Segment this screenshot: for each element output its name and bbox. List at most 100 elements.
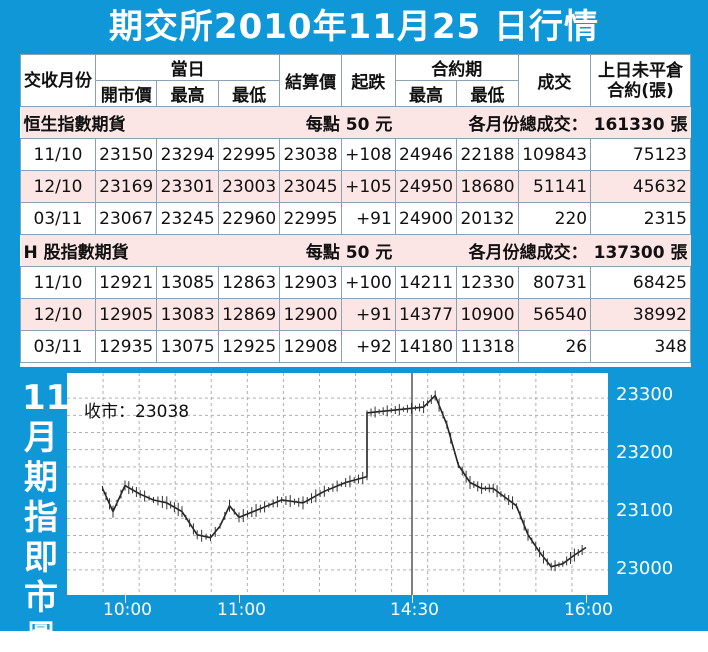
side-title-char: 期 [24, 458, 58, 498]
cell-c-high: 24950 [394, 170, 458, 203]
cell-open: 23067 [94, 202, 158, 235]
side-title-char: 指 [24, 498, 58, 538]
y-axis-labels: 23000 23100 23200 23300 [616, 373, 706, 595]
cell-c-high: 14211 [394, 266, 458, 299]
cell-oi: 45632 [590, 170, 691, 203]
cell-open: 12921 [94, 266, 158, 299]
cell-c-low: 20132 [456, 202, 519, 235]
cell-c-low: 18680 [456, 170, 519, 203]
chart-side-title: 11 月期指即市圖 [22, 378, 70, 652]
header-open: 開市價 [94, 80, 158, 107]
cell-settle: 12903 [279, 266, 342, 299]
cell-high: 13083 [156, 298, 219, 331]
section-unit: 每點 50 元 [279, 234, 396, 267]
table-row: 03/11 12935 13075 12925 12908 +92 14180 11318 26… [20, 330, 691, 363]
cell-c-low: 10900 [456, 298, 519, 331]
cell-c-low: 22188 [456, 138, 519, 171]
cell-low: 12925 [217, 330, 281, 363]
y-tick-label: 23300 [616, 383, 674, 405]
cell-change: +91 [340, 202, 396, 235]
header-contract-group: 合約期 [394, 54, 519, 81]
cell-c-high: 24946 [394, 138, 458, 171]
cell-change: +92 [340, 330, 396, 363]
cell-low: 22960 [217, 202, 281, 235]
section-total-label: 各月份總成交： [395, 106, 591, 139]
cell-high: 23294 [156, 138, 219, 171]
header-volume: 成交 [517, 54, 592, 107]
cell-open: 23150 [94, 138, 158, 171]
cell-high: 13075 [156, 330, 219, 363]
cell-volume: 80731 [517, 266, 592, 299]
section-row: 恒生指數期貨 每點 50 元各月份總成交： 161330 張 [20, 106, 691, 139]
cell-change: +100 [340, 266, 396, 299]
header-open-interest: 上日未平倉合約(張) [590, 54, 691, 107]
section-total: 161330 張 [590, 106, 691, 139]
cell-oi: 2315 [590, 202, 691, 235]
cell-high: 23245 [156, 202, 219, 235]
cell-month: 03/11 [20, 330, 96, 363]
x-tick-label: 16:00 [564, 600, 613, 620]
cell-month: 11/10 [20, 138, 96, 171]
cell-high: 23301 [156, 170, 219, 203]
x-tick-mark [125, 595, 126, 603]
cell-change: +108 [340, 138, 396, 171]
y-tick-label: 23200 [616, 441, 674, 463]
cell-c-low: 12330 [456, 266, 519, 299]
header-low: 最低 [217, 80, 281, 107]
table-row: 03/11 23067 23245 22960 22995 +91 24900 20132 22… [20, 202, 691, 235]
x-tick-mark [586, 595, 587, 603]
cell-change: +105 [340, 170, 396, 203]
cell-c-high: 24900 [394, 202, 458, 235]
futures-table: 交收月份 當日 結算價 起跌 合約期 成交 上日未平倉合約(張) 開市價 最高 … [20, 54, 691, 367]
header-contract-high: 最高 [394, 80, 458, 107]
side-title-char: 即 [24, 538, 58, 578]
cell-volume: 56540 [517, 298, 592, 331]
cell-c-low: 11318 [456, 330, 519, 363]
header-high: 最高 [156, 80, 219, 107]
cell-month: 12/10 [20, 298, 96, 331]
side-title-char: 11 [22, 378, 70, 418]
cell-open: 12935 [94, 330, 158, 363]
intraday-chart: 收市：23038 [67, 373, 608, 595]
header-contract-low: 最低 [456, 80, 519, 107]
header-change: 起跌 [340, 54, 396, 107]
cell-month: 11/10 [20, 266, 96, 299]
side-title-char: 月 [24, 418, 58, 458]
section-unit: 每點 50 元 [279, 106, 396, 139]
cell-volume: 109843 [517, 138, 592, 171]
table-body: 恒生指數期貨 每點 50 元各月份總成交： 161330 張 11/10 23150 23… [20, 106, 691, 363]
cell-volume: 220 [517, 202, 592, 235]
table-row: 11/10 12921 13085 12863 12903 +100 14211 12330 8… [20, 266, 691, 299]
cell-change: +91 [340, 298, 396, 331]
cell-month: 12/10 [20, 170, 96, 203]
page-title: 期交所2010年11月25 日行情 [108, 7, 600, 47]
cell-month: 03/11 [20, 202, 96, 235]
x-tick-label: 11:00 [217, 600, 266, 620]
section-total: 137300 張 [590, 234, 691, 267]
cell-high: 13085 [156, 266, 219, 299]
x-tick-label: 10:00 [103, 600, 152, 620]
cell-c-high: 14180 [394, 330, 458, 363]
cell-open: 12905 [94, 298, 158, 331]
table-row: 12/10 12905 13083 12869 12900 +91 14377 10900 56… [20, 298, 691, 331]
header-month: 交收月份 [20, 54, 96, 107]
section-name: H 股指數期貨 [20, 234, 280, 267]
cell-settle: 23038 [279, 138, 342, 171]
y-tick-label: 23000 [616, 557, 674, 579]
cell-volume: 26 [517, 330, 592, 363]
close-price-label: 收市：23038 [84, 402, 190, 422]
header-day-group: 當日 [94, 54, 281, 81]
cell-open: 23169 [94, 170, 158, 203]
cell-oi: 348 [590, 330, 691, 363]
cell-settle: 12908 [279, 330, 342, 363]
y-tick-label: 23100 [616, 499, 674, 521]
x-tick-mark [412, 595, 413, 603]
table-row: 11/10 23150 23294 22995 23038 +108 24946 22188 1… [20, 138, 691, 171]
cell-oi: 68425 [590, 266, 691, 299]
cell-oi: 75123 [590, 138, 691, 171]
section-row: H 股指數期貨 每點 50 元各月份總成交： 137300 張 [20, 234, 691, 267]
section-total-label: 各月份總成交： [395, 234, 591, 267]
table-row: 12/10 23169 23301 23003 23045 +105 24950 18680 5… [20, 170, 691, 203]
cell-low: 23003 [217, 170, 281, 203]
cell-c-high: 14377 [394, 298, 458, 331]
